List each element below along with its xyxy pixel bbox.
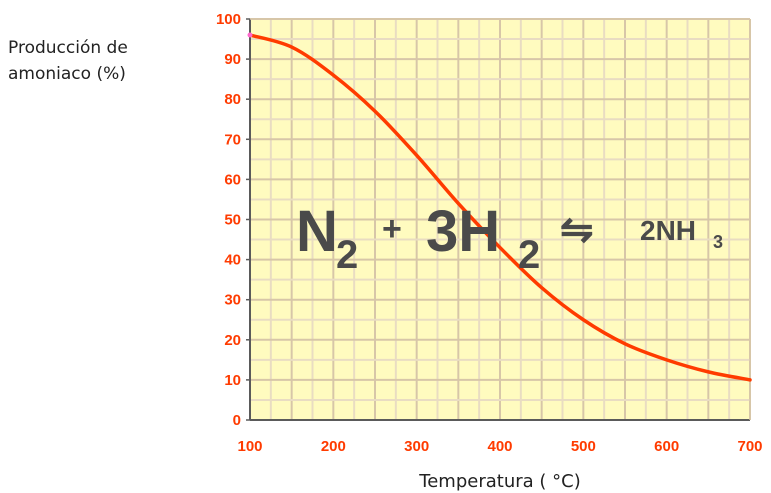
axes — [246, 18, 751, 421]
equation-n: N — [296, 199, 338, 264]
equation-arrow: ⇋ — [560, 208, 594, 252]
y-axis-label-line-2: amoniaco (%) — [8, 64, 126, 84]
equation-product-subscript: 3 — [713, 232, 723, 252]
x-tick-label: 600 — [654, 438, 679, 455]
y-tick-label: 80 — [224, 91, 241, 108]
x-tick-label: 200 — [321, 438, 346, 455]
equation-3h: 3H — [426, 199, 500, 264]
equation-n-subscript: 2 — [336, 233, 358, 277]
y-tick-labels: 0 10 20 30 40 50 60 70 80 90 100 — [216, 11, 241, 429]
equation-h-subscript: 2 — [518, 233, 540, 277]
y-tick-label: 30 — [224, 292, 241, 309]
y-tick-label: 100 — [216, 11, 241, 28]
x-tick-labels: 100 200 300 400 500 600 700 — [237, 438, 762, 455]
y-tick-label: 10 — [224, 372, 241, 389]
y-tick-label: 40 — [224, 252, 241, 269]
y-tick-label: 50 — [224, 212, 241, 229]
x-tick-label: 400 — [487, 438, 512, 455]
x-tick-label: 700 — [737, 438, 762, 455]
y-tick-label: 60 — [224, 171, 241, 188]
x-axis-label: Temperatura ( °C) — [418, 471, 580, 492]
reaction-equation: N 2 + 3H 2 ⇋ 2NH 3 — [296, 199, 723, 277]
y-tick-label: 90 — [224, 51, 241, 68]
y-tick-label: 0 — [233, 412, 241, 429]
equation-plus: + — [382, 210, 402, 248]
x-tick-label: 500 — [571, 438, 596, 455]
series-start-point — [247, 32, 253, 38]
x-tick-label: 100 — [237, 438, 262, 455]
y-tick-label: 20 — [224, 332, 241, 349]
equation-product: 2NH — [640, 215, 696, 246]
y-tick-label: 70 — [224, 131, 241, 148]
x-tick-label: 300 — [404, 438, 429, 455]
y-axis-label-line-1: Producción de — [8, 38, 128, 58]
series-line — [248, 33, 752, 382]
